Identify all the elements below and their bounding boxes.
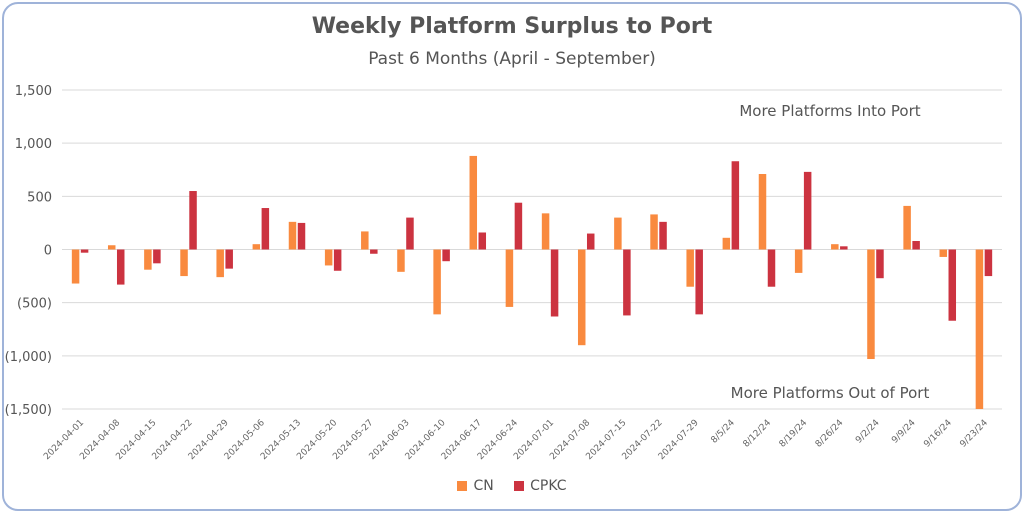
annotation-into-port: More Platforms Into Port (739, 102, 920, 120)
bar-cpkc-4 (225, 249, 233, 269)
bar-cn-13 (541, 213, 550, 250)
bar-cpkc-17 (695, 249, 703, 315)
bar-cpkc-24 (948, 249, 957, 321)
y-tick-label: 1,000 (15, 137, 52, 152)
legend-swatch-cpkc (514, 481, 525, 491)
bar-cpkc-9 (406, 217, 414, 250)
bar-cn-16 (650, 214, 658, 250)
bar-cpkc-14 (586, 233, 595, 250)
bars (71, 155, 993, 409)
bar-cpkc-12 (514, 202, 523, 250)
bar-cpkc-18 (731, 161, 740, 250)
bar-cn-19 (758, 174, 767, 250)
legend-item-cpkc: CPKC (514, 478, 567, 494)
bar-cpkc-5 (261, 208, 270, 250)
gridlines (62, 89, 1002, 410)
y-tick-label: (1,500) (5, 403, 52, 418)
x-tick-label: 8/12/24 (742, 418, 774, 450)
bar-cpkc-10 (442, 249, 450, 262)
bar-cpkc-2 (153, 249, 161, 264)
legend-item-cn: CN (457, 478, 494, 494)
bar-cn-2 (144, 249, 152, 270)
bar-cn-25 (975, 249, 984, 409)
bar-cn-6 (288, 221, 297, 250)
bar-cn-5 (252, 244, 261, 250)
legend-label-cpkc: CPKC (530, 478, 567, 494)
bar-cpkc-11 (478, 232, 487, 250)
y-axis-ticks: 1,500 1,000 500 0 (500) (1,000) (1,500) (5, 84, 52, 418)
x-tick-label: 9/23/24 (958, 418, 990, 450)
bar-cn-18 (722, 237, 731, 250)
bar-cn-23 (903, 205, 911, 250)
bar-cn-24 (939, 249, 948, 257)
bar-cn-0 (71, 249, 80, 284)
bar-cn-1 (107, 245, 116, 250)
bar-cpkc-15 (623, 249, 631, 316)
x-tick-label: 8/26/24 (814, 418, 846, 450)
bar-cpkc-23 (912, 240, 920, 250)
x-tick-label: 8/5/24 (709, 418, 737, 446)
bar-cpkc-3 (189, 191, 197, 250)
bar-cn-14 (577, 249, 586, 346)
legend-label-cn: CN (473, 478, 494, 494)
bar-cpkc-1 (116, 249, 125, 285)
bar-cn-10 (433, 249, 441, 315)
bar-cpkc-0 (80, 249, 89, 253)
legend-swatch-cn (457, 481, 468, 491)
bar-cn-4 (216, 249, 224, 278)
bar-cpkc-7 (333, 249, 342, 271)
bar-cn-21 (831, 244, 839, 250)
x-tick-label: 9/9/24 (890, 418, 918, 446)
bar-cn-7 (324, 249, 333, 266)
bar-cn-20 (794, 249, 803, 273)
x-tick-label: 9/2/24 (854, 418, 882, 446)
y-tick-label: 1,500 (15, 84, 52, 99)
bar-cn-9 (397, 249, 405, 272)
legend: CN CPKC (0, 478, 1024, 494)
x-tick-label: 8/19/24 (778, 418, 810, 450)
bar-cpkc-16 (659, 221, 667, 250)
bar-cpkc-13 (550, 249, 559, 317)
x-axis-ticks: 2024-04-012024-04-082024-04-152024-04-22… (42, 418, 990, 462)
bar-cn-11 (469, 155, 478, 250)
chart-title: Weekly Platform Surplus to Port (311, 14, 713, 39)
y-tick-label: 500 (27, 190, 52, 205)
bar-cpkc-20 (803, 171, 812, 250)
bar-cn-8 (361, 231, 369, 250)
bar-cpkc-19 (767, 249, 776, 287)
chart-subtitle: Past 6 Months (April - September) (368, 49, 656, 69)
bar-cn-17 (686, 249, 694, 287)
bar-cpkc-8 (370, 249, 378, 254)
x-tick-label: 9/16/24 (922, 418, 954, 450)
bar-cpkc-25 (984, 249, 993, 277)
annotation-out-of-port: More Platforms Out of Port (731, 384, 930, 402)
y-tick-label: (1,000) (5, 350, 52, 365)
y-tick-label: (500) (17, 297, 52, 312)
bar-cpkc-21 (840, 246, 848, 250)
bar-cn-15 (614, 217, 622, 250)
bar-cpkc-22 (876, 249, 884, 279)
bar-cn-3 (180, 249, 188, 277)
bar-cn-22 (867, 249, 875, 360)
y-tick-label: 0 (44, 244, 52, 259)
bar-cpkc-6 (297, 222, 306, 250)
bar-cn-12 (505, 249, 514, 307)
